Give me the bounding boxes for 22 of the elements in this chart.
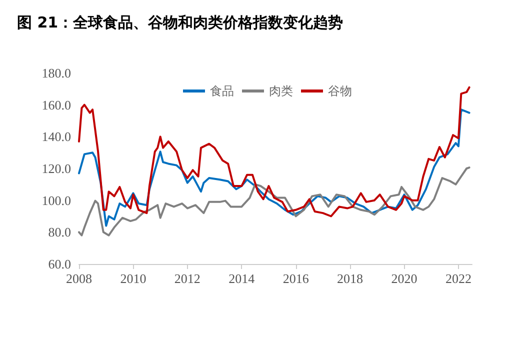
x-tick-label: 2014 <box>228 271 256 286</box>
line-series <box>78 108 470 227</box>
legend-label: 肉类 <box>269 84 293 98</box>
legend-label: 谷物 <box>328 84 352 98</box>
x-tick-label: 2010 <box>120 271 146 286</box>
x-tick-label: 2022 <box>445 271 472 286</box>
y-tick-label: 120.0 <box>42 161 71 176</box>
chart-title: 图 21：全球食品、谷物和肉类价格指数变化趋势 <box>17 14 344 32</box>
x-tick-label: 2020 <box>391 271 418 286</box>
line-series <box>78 86 470 218</box>
x-tick-label: 2012 <box>174 271 200 286</box>
y-tick-label: 140.0 <box>42 129 71 144</box>
x-tick-label: 2016 <box>282 271 310 286</box>
y-tick-label: 100.0 <box>42 192 71 208</box>
x-tick-label: 2018 <box>337 271 364 286</box>
y-tick-label: 180.0 <box>42 66 71 80</box>
x-tick-label: 2008 <box>66 271 92 286</box>
legend-label: 食品 <box>210 84 234 98</box>
y-tick-label: 160.0 <box>42 97 71 112</box>
y-tick-label: 60.0 <box>48 256 71 272</box>
line-series <box>78 166 470 236</box>
y-tick-label: 80.0 <box>48 224 71 240</box>
